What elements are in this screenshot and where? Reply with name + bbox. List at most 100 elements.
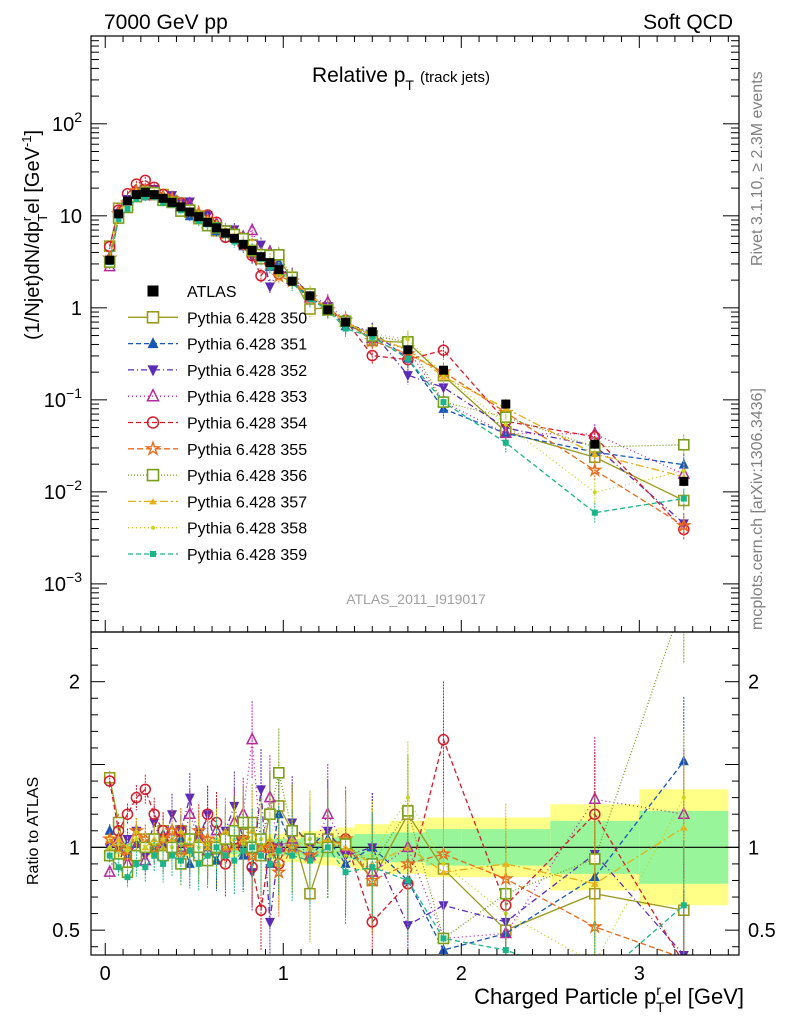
marker — [586, 461, 603, 478]
legend-entry: ATLAS — [147, 284, 237, 301]
atlas-point — [238, 239, 248, 249]
marker — [503, 422, 508, 427]
legend-entry: Pythia 6.428 353 — [128, 388, 307, 406]
marker — [146, 388, 160, 402]
x-tick-label: 0 — [100, 963, 111, 985]
marker — [107, 845, 112, 850]
atlas-point — [185, 207, 195, 217]
y-axis-label: (1/Njet)dN/dprTel [GeV-1] — [19, 130, 50, 340]
marker — [440, 399, 447, 406]
ratio-frame — [90, 631, 740, 956]
legend: ATLAS Pythia 6.428 350 Pythia 6.428 351 Pyt… — [128, 284, 307, 564]
marker — [404, 355, 411, 362]
marker — [306, 857, 313, 864]
y-tick-label: 10 — [60, 206, 82, 228]
marker — [402, 371, 413, 382]
marker — [110, 838, 127, 855]
marker — [678, 438, 690, 451]
marker — [273, 256, 284, 267]
marker — [106, 852, 113, 859]
plot-title-main: Relative p — [312, 64, 405, 87]
marker — [143, 845, 148, 850]
marker — [343, 853, 348, 858]
y-tick-label-right: 1 — [748, 837, 759, 859]
marker — [366, 349, 379, 362]
marker — [502, 439, 509, 446]
marker — [258, 852, 265, 859]
marker — [142, 194, 149, 201]
marker — [437, 733, 450, 746]
marker — [149, 498, 157, 505]
marker — [184, 793, 195, 804]
series-line — [109, 195, 684, 514]
marker — [195, 860, 202, 867]
marker — [273, 249, 285, 261]
marker — [146, 468, 160, 482]
marker — [186, 847, 193, 854]
marker — [142, 864, 149, 871]
marker — [678, 458, 689, 469]
plot-title: Relative pT (track jets) — [312, 64, 490, 93]
marker — [324, 844, 331, 851]
marker — [255, 270, 267, 282]
ratio-panel-content — [91, 632, 739, 955]
marker — [441, 861, 446, 866]
atlas-point — [114, 209, 124, 219]
marker — [115, 215, 122, 222]
marker — [675, 517, 692, 533]
marker — [275, 847, 282, 854]
legend-label: Pythia 6.428 353 — [187, 389, 307, 406]
atlas-point — [679, 476, 689, 486]
marker — [255, 904, 267, 917]
atlas-point — [247, 245, 257, 255]
marker — [147, 365, 159, 377]
legend-entry: Pythia 6.428 351 — [128, 337, 307, 354]
marker — [591, 509, 598, 516]
y-tick-label: 0.5 — [52, 920, 80, 942]
atlas-point — [167, 197, 177, 207]
y-tick-label: 1 — [71, 298, 82, 320]
marker — [147, 285, 159, 297]
atlas-data — [105, 187, 689, 486]
marker — [369, 333, 376, 340]
atlas-point — [131, 190, 141, 200]
marker — [151, 852, 158, 859]
ratio-line — [109, 826, 685, 885]
marker — [681, 468, 686, 473]
atlas-point — [256, 252, 266, 262]
legend-entry: Pythia 6.428 356 — [128, 468, 307, 485]
atlas-point — [140, 187, 150, 197]
marker — [103, 775, 116, 787]
y-tick-label: 1 — [69, 837, 80, 859]
legend-entry: Pythia 6.428 359 — [128, 547, 307, 564]
legend-label: Pythia 6.428 355 — [187, 442, 307, 459]
marker — [245, 222, 259, 236]
legend-entry: Pythia 6.428 352 — [128, 363, 307, 380]
marker — [438, 383, 449, 394]
marker — [405, 795, 410, 800]
series-353 — [103, 184, 691, 485]
marker — [231, 857, 238, 864]
marker — [241, 842, 246, 847]
marker — [680, 902, 687, 909]
series-line — [109, 179, 685, 530]
marker — [130, 791, 143, 804]
marker — [160, 860, 167, 867]
atlas-point — [590, 439, 600, 449]
legend-entry: Pythia 6.428 357 — [128, 494, 307, 511]
marker — [134, 837, 139, 842]
legend-entry: Pythia 6.428 354 — [128, 416, 307, 433]
marker — [266, 860, 273, 867]
ratio-line — [109, 632, 674, 940]
side-label-rivet: Rivet 3.1.10, ≥ 2.3M events — [749, 71, 766, 266]
marker — [264, 282, 275, 293]
legend-label: Pythia 6.428 351 — [187, 337, 307, 354]
y-tick-label: 102 — [52, 109, 82, 136]
marker — [161, 837, 166, 842]
marker — [590, 451, 599, 458]
atlas-point — [203, 217, 213, 227]
marker — [139, 783, 152, 796]
marker — [146, 416, 160, 429]
atlas-point — [305, 291, 315, 301]
